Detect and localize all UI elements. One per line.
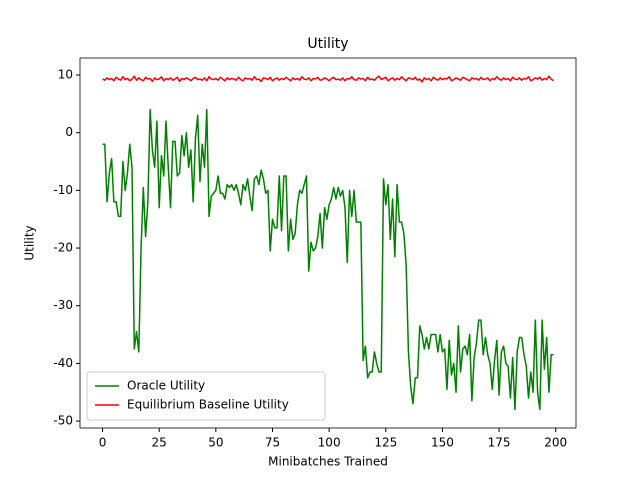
x-tick-label: 175: [488, 436, 511, 450]
x-axis-label: Minibatches Trained: [268, 455, 388, 469]
line-series: [102, 108, 554, 411]
legend-label: Equilibrium Baseline Utility: [127, 398, 289, 412]
x-tick-label: 50: [208, 436, 223, 450]
x-tick-label: 75: [265, 436, 280, 450]
x-tick-label: 25: [152, 436, 167, 450]
x-tick-label: 150: [431, 436, 454, 450]
chart-title: Utility: [307, 36, 348, 52]
x-tick-label: 200: [544, 436, 567, 450]
legend: Oracle Utility Equilibrium Baseline Utili…: [86, 371, 326, 421]
legend-frame: [86, 371, 326, 421]
line-series: [102, 75, 554, 83]
y-tick-label: -50: [53, 414, 73, 428]
legend-label: Oracle Utility: [127, 379, 205, 393]
x-tick-label: 100: [318, 436, 341, 450]
axes-frame: [79, 57, 577, 429]
y-tick-label: 10: [58, 68, 73, 82]
y-tick-label: -10: [53, 183, 73, 197]
x-tick-label: 125: [374, 436, 397, 450]
y-axis-label: Utility: [23, 225, 37, 260]
y-tick-label: -40: [53, 356, 73, 370]
x-tick-label: 0: [99, 436, 107, 450]
y-tick-label: -20: [53, 241, 73, 255]
y-tick-label: 0: [65, 125, 73, 139]
y-tick-label: -30: [53, 298, 73, 312]
